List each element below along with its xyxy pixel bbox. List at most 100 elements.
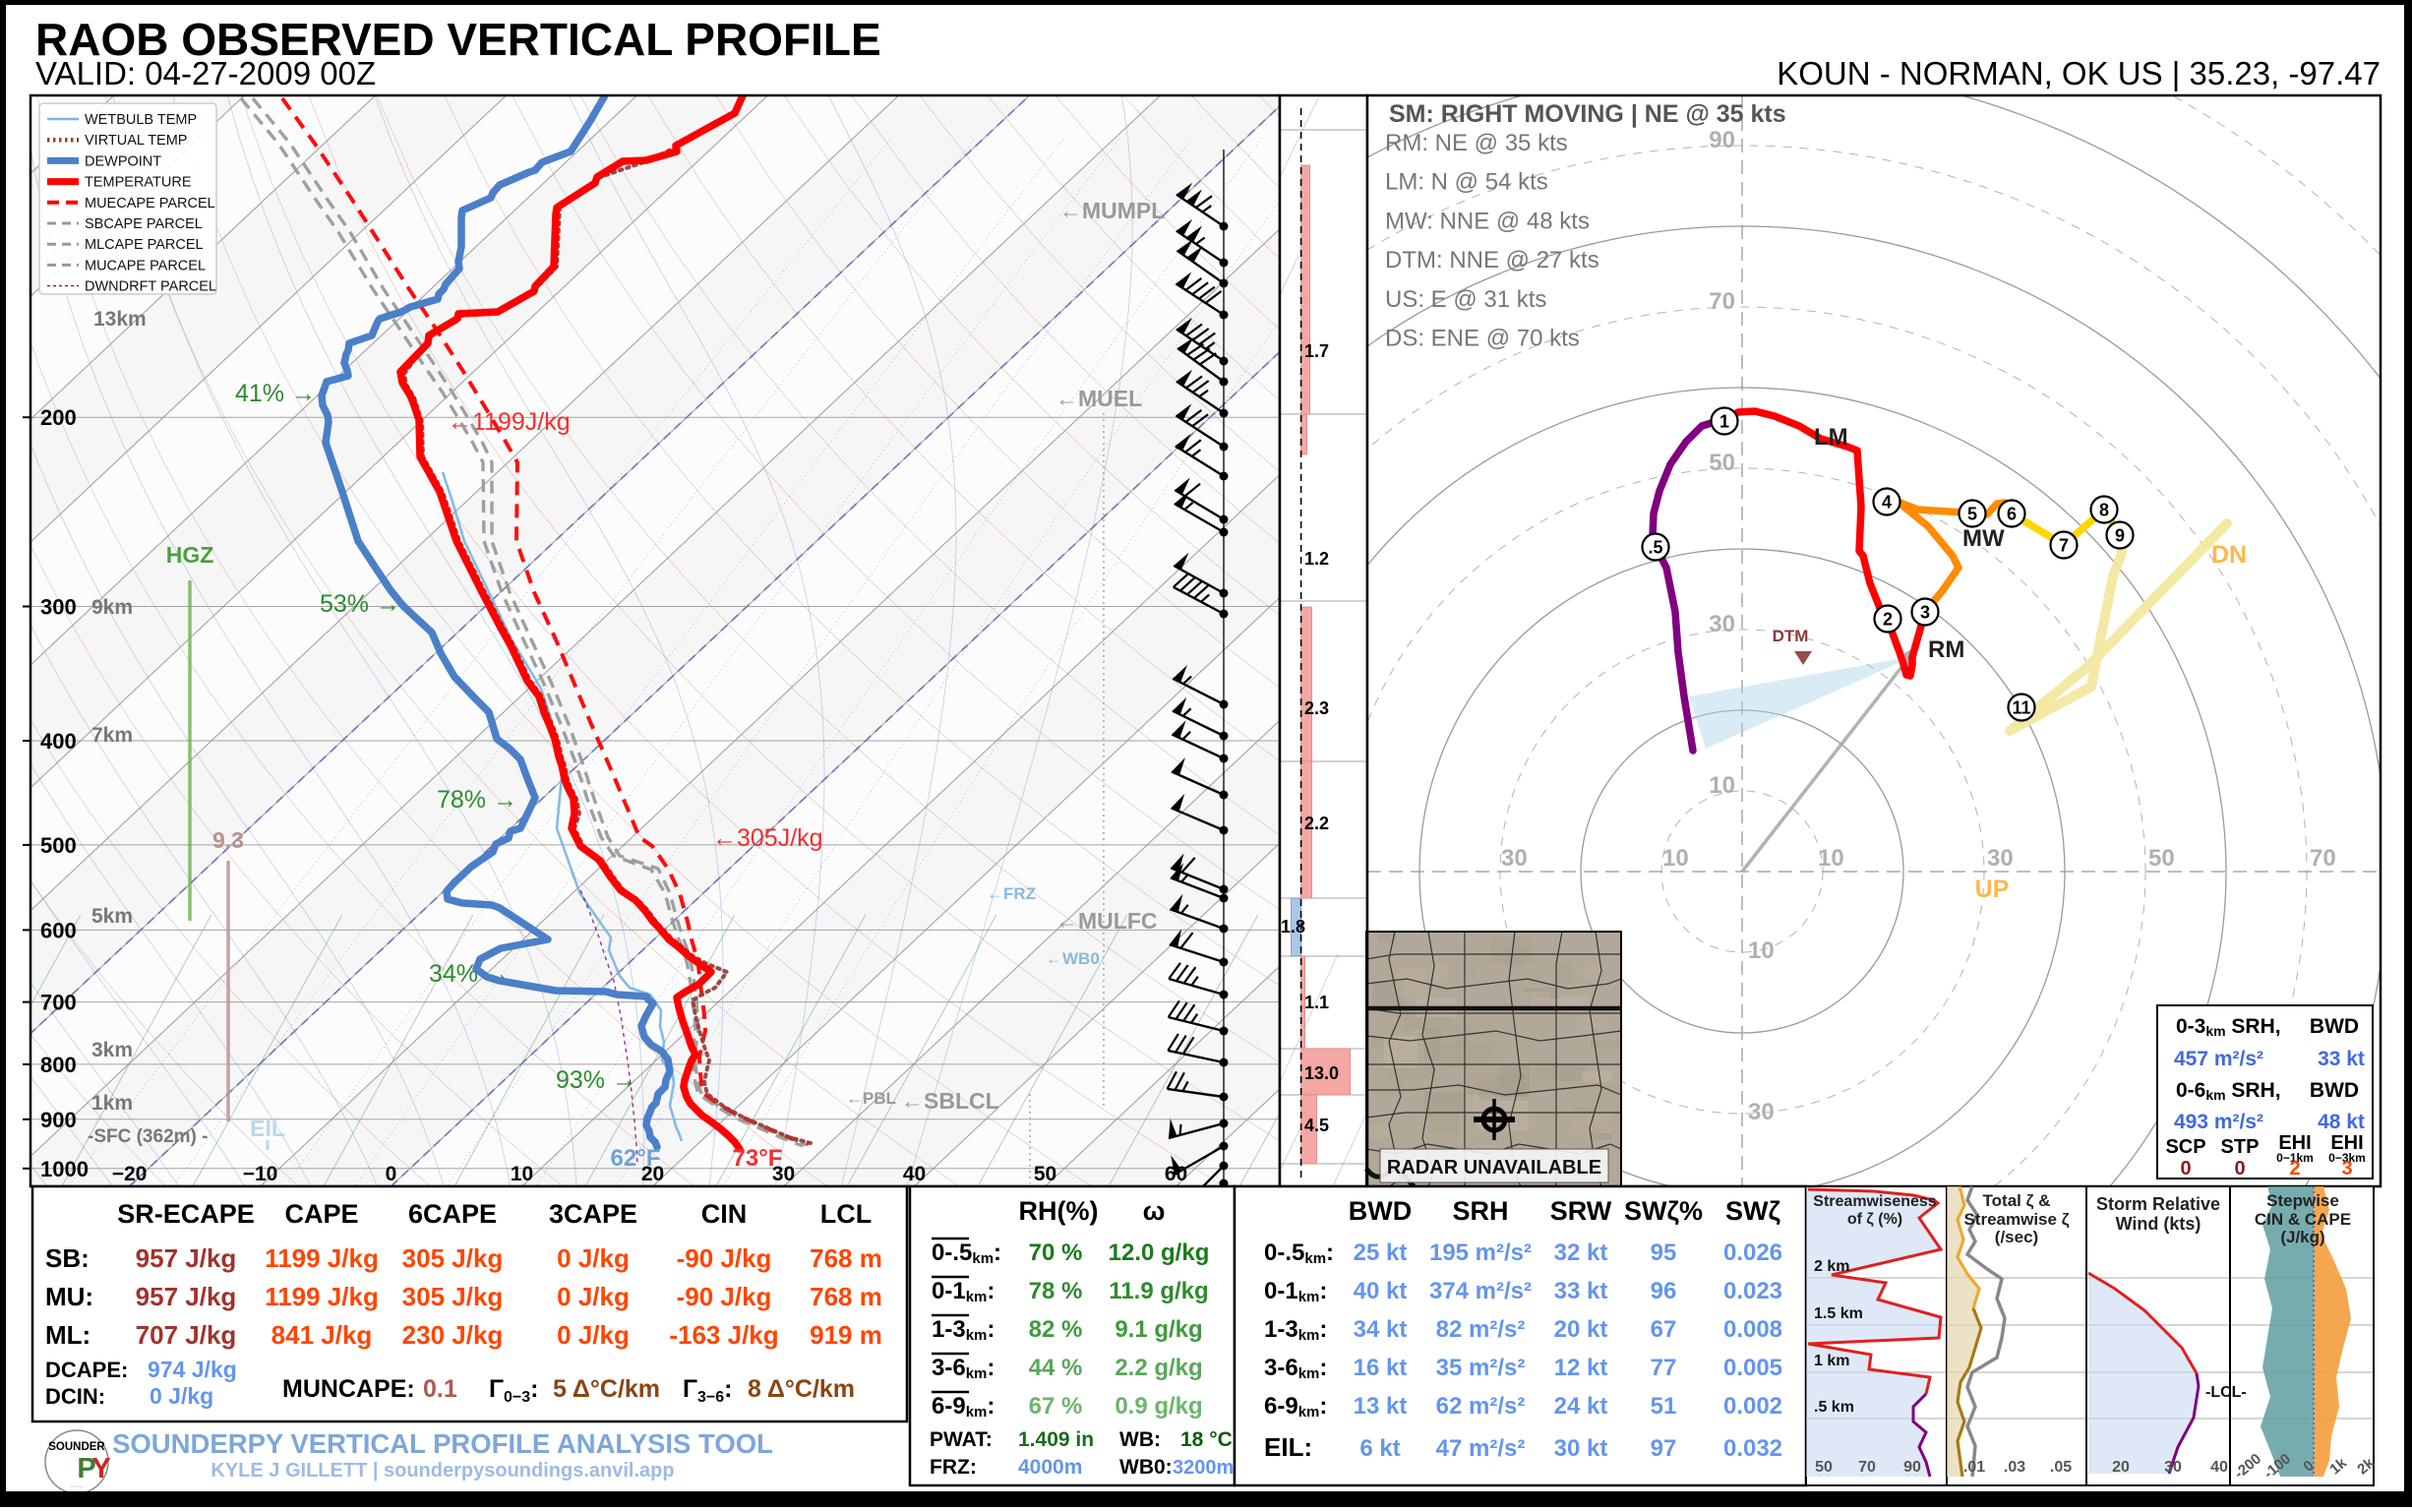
svg-text:.5 km: .5 km [1814, 1399, 1854, 1416]
svg-text:20 kt: 20 kt [1554, 1316, 1608, 1343]
svg-text:SOUNDER: SOUNDER [48, 1441, 105, 1453]
svg-text:195 m²/s²: 195 m²/s² [1429, 1240, 1532, 1266]
svg-text:2.2: 2.2 [1304, 814, 1329, 833]
svg-text:90: 90 [1709, 127, 1735, 153]
svg-text:13km: 13km [93, 308, 147, 331]
svg-text:EHI: EHI [2330, 1132, 2363, 1154]
svg-text:0.023: 0.023 [1723, 1278, 1782, 1304]
svg-text:0.005: 0.005 [1723, 1355, 1782, 1381]
svg-text:FRZ:: FRZ: [930, 1456, 977, 1479]
svg-text:MUECAPE PARCEL: MUECAPE PARCEL [85, 196, 215, 212]
svg-text:······: ······ [70, 1483, 84, 1490]
svg-text:WETBULB TEMP: WETBULB TEMP [85, 112, 197, 128]
svg-text:700: 700 [40, 991, 77, 1015]
svg-text:32 kt: 32 kt [1554, 1240, 1608, 1266]
svg-text:9km: 9km [91, 596, 133, 619]
svg-text:3: 3 [1920, 603, 1930, 623]
svg-text:PWAT:: PWAT: [930, 1428, 993, 1451]
svg-text:1.5 km: 1.5 km [1814, 1305, 1863, 1322]
svg-text:768 m: 768 m [810, 1282, 882, 1311]
svg-text:5 Δ°C/km: 5 Δ°C/km [553, 1375, 660, 1403]
svg-text:457 m²/s²: 457 m²/s² [2174, 1048, 2263, 1070]
svg-text:1.409 in: 1.409 in [1018, 1428, 1094, 1451]
svg-text:957 J/kg: 957 J/kg [136, 1243, 237, 1273]
svg-text:SOUNDERPY VERTICAL PROFILE ANA: SOUNDERPY VERTICAL PROFILE ANALYSIS TOOL [112, 1428, 773, 1459]
svg-text:9.3: 9.3 [212, 827, 244, 853]
svg-text:47 m²/s²: 47 m²/s² [1436, 1435, 1526, 1462]
svg-text:LCL: LCL [820, 1199, 872, 1229]
svg-text:CIN & CAPE: CIN & CAPE [2255, 1210, 2351, 1229]
svg-text:0: 0 [2234, 1158, 2245, 1179]
svg-text:Y: Y [91, 1453, 110, 1484]
svg-text:MUCAPE PARCEL: MUCAPE PARCEL [85, 258, 206, 273]
svg-text:RADAR UNAVAILABLE: RADAR UNAVAILABLE [1387, 1157, 1601, 1179]
svg-text:3CAPE: 3CAPE [549, 1199, 637, 1229]
svg-text:.03: .03 [2004, 1459, 2025, 1476]
svg-text:70 %: 70 % [1029, 1240, 1083, 1266]
svg-text:957 J/kg: 957 J/kg [136, 1282, 237, 1311]
svg-text:78% →: 78% → [437, 786, 517, 814]
svg-text:6CAPE: 6CAPE [408, 1199, 497, 1229]
svg-text:93% →: 93% → [556, 1066, 636, 1094]
svg-text:0.002: 0.002 [1723, 1393, 1782, 1420]
svg-text:900: 900 [40, 1108, 77, 1132]
svg-text:DN: DN [2211, 541, 2247, 569]
svg-text:97: 97 [1651, 1435, 1677, 1462]
svg-text:90: 90 [1903, 1459, 1921, 1476]
svg-text:DS: ENE @ 70 kts: DS: ENE @ 70 kts [1385, 326, 1580, 352]
svg-text:-SFC (362m) -: -SFC (362m) - [88, 1126, 208, 1147]
svg-text:2 km: 2 km [1814, 1258, 1849, 1275]
svg-text:←MULFC: ←MULFC [1055, 908, 1157, 934]
svg-text:MUNCAPE:: MUNCAPE: [282, 1375, 415, 1403]
svg-text:841 J/kg: 841 J/kg [271, 1320, 373, 1350]
svg-text:BWD: BWD [1349, 1196, 1412, 1226]
svg-text:53% →: 53% → [320, 590, 400, 618]
svg-text:VIRTUAL TEMP: VIRTUAL TEMP [85, 133, 187, 149]
svg-text:2.3: 2.3 [1304, 698, 1329, 718]
svg-text:5km: 5km [91, 905, 133, 928]
svg-text:-LCL-: -LCL- [2205, 1384, 2247, 1401]
svg-text:BWD: BWD [2310, 1079, 2359, 1102]
svg-text:RAOB OBSERVED VERTICAL PROFILE: RAOB OBSERVED VERTICAL PROFILE [35, 14, 881, 65]
svg-text:20: 20 [2112, 1459, 2130, 1476]
svg-text:of ζ (%): of ζ (%) [1847, 1211, 1902, 1228]
svg-text:12 kt: 12 kt [1554, 1355, 1608, 1381]
svg-text:−20: −20 [112, 1163, 148, 1185]
svg-text:HGZ: HGZ [166, 542, 214, 568]
svg-text:P: P [77, 1453, 95, 1484]
svg-text:2.2 g/kg: 2.2 g/kg [1115, 1355, 1202, 1381]
svg-text:20: 20 [641, 1163, 664, 1185]
svg-text:62°F: 62°F [611, 1145, 661, 1172]
svg-text:11: 11 [2012, 698, 2030, 718]
svg-text:-90 J/kg: -90 J/kg [677, 1243, 772, 1273]
svg-text:13.0: 13.0 [1304, 1063, 1339, 1083]
svg-text:US: E @ 31 kts: US: E @ 31 kts [1385, 286, 1546, 313]
svg-text:Streamwiseness: Streamwiseness [1813, 1193, 1937, 1210]
svg-text:707 J/kg: 707 J/kg [136, 1320, 237, 1350]
svg-text:1: 1 [1719, 412, 1729, 432]
svg-text:974 J/kg: 974 J/kg [148, 1357, 237, 1382]
svg-text:13 kt: 13 kt [1354, 1393, 1408, 1420]
svg-text:←305J/kg: ←305J/kg [712, 824, 823, 852]
svg-text:.01: .01 [1963, 1459, 1985, 1476]
svg-text:0−3km: 0−3km [2328, 1151, 2366, 1165]
svg-text:30: 30 [2164, 1459, 2182, 1476]
svg-text:1000: 1000 [40, 1157, 89, 1181]
svg-text:Storm Relative: Storm Relative [2096, 1194, 2220, 1214]
svg-text:50: 50 [1034, 1163, 1056, 1185]
svg-text:←WB0: ←WB0 [1046, 949, 1100, 968]
svg-text:33 kt: 33 kt [2318, 1048, 2365, 1070]
svg-text:-163 J/kg: -163 J/kg [669, 1320, 778, 1350]
svg-text:6 kt: 6 kt [1359, 1435, 1400, 1462]
svg-text:0 J/kg: 0 J/kg [557, 1282, 630, 1311]
svg-text:←1199J/kg: ←1199J/kg [448, 408, 571, 436]
svg-text:10: 10 [1709, 772, 1735, 799]
svg-text:1.8: 1.8 [1281, 917, 1305, 937]
svg-text:25 kt: 25 kt [1354, 1240, 1408, 1266]
svg-text:WB:: WB: [1119, 1428, 1161, 1451]
svg-text:CIN: CIN [701, 1199, 748, 1229]
svg-text:1199 J/kg: 1199 J/kg [265, 1243, 379, 1273]
svg-text:SRH: SRH [1452, 1196, 1508, 1226]
svg-text:DWNDRFT PARCEL: DWNDRFT PARCEL [85, 279, 216, 295]
svg-text:0-6km SRH,: 0-6km SRH, [2176, 1079, 2281, 1103]
